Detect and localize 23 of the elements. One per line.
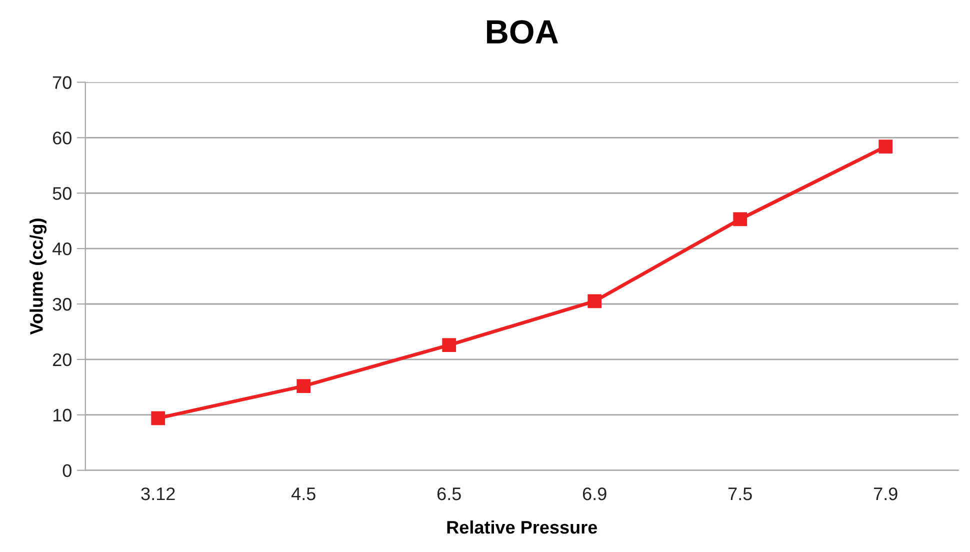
x-tick-label: 6.9 — [582, 487, 606, 500]
point — [878, 140, 893, 154]
point — [588, 294, 602, 308]
y-tick-label: 50 — [52, 187, 72, 200]
y-tick-label: 20 — [52, 353, 72, 366]
y-tick-label: 70 — [53, 76, 72, 89]
y-tick-label: 40 — [52, 242, 72, 256]
point — [151, 411, 166, 426]
x-tick-label: 7.5 — [728, 488, 752, 500]
x-axis-title: Relative Pressure — [447, 520, 598, 534]
point — [442, 338, 456, 352]
y-tick-label: 60 — [53, 132, 72, 144]
x-tick-label: 4.5 — [291, 488, 316, 500]
x-tick-label: 6.5 — [437, 487, 461, 500]
y-tick-label: 30 — [52, 298, 72, 311]
point — [733, 212, 748, 226]
point — [296, 379, 311, 393]
chart-title: BOA — [487, 20, 558, 44]
y-tick-label: 10 — [53, 408, 72, 422]
x-tick-label: 7.9 — [874, 487, 898, 500]
y-axis-title: Volume (cc/g) — [30, 218, 47, 335]
x-tick-label: 3.12 — [141, 487, 175, 500]
y-tick-label: 0 — [62, 464, 72, 478]
